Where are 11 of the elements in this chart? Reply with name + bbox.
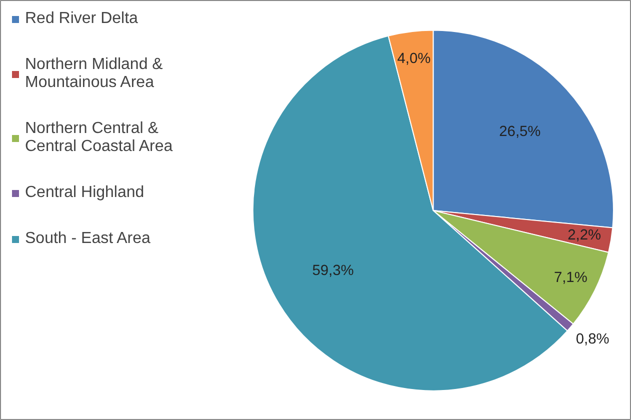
data-label: 26,5% [499, 124, 541, 140]
data-label: 59,3% [312, 263, 354, 280]
legend-label: Northern Midland & Mountainous Area [25, 56, 163, 92]
legend-label: South - East Area [25, 230, 150, 248]
legend-label: Northern Central & Central Coastal Area [25, 120, 173, 156]
data-label: 0,8% [576, 332, 610, 348]
data-label: 7,1% [554, 270, 588, 286]
legend-label: Central Highland [25, 184, 144, 202]
legend-label: Red River Delta [25, 10, 138, 28]
data-label: 2,2% [568, 228, 602, 244]
data-label: 4,0% [397, 51, 431, 68]
